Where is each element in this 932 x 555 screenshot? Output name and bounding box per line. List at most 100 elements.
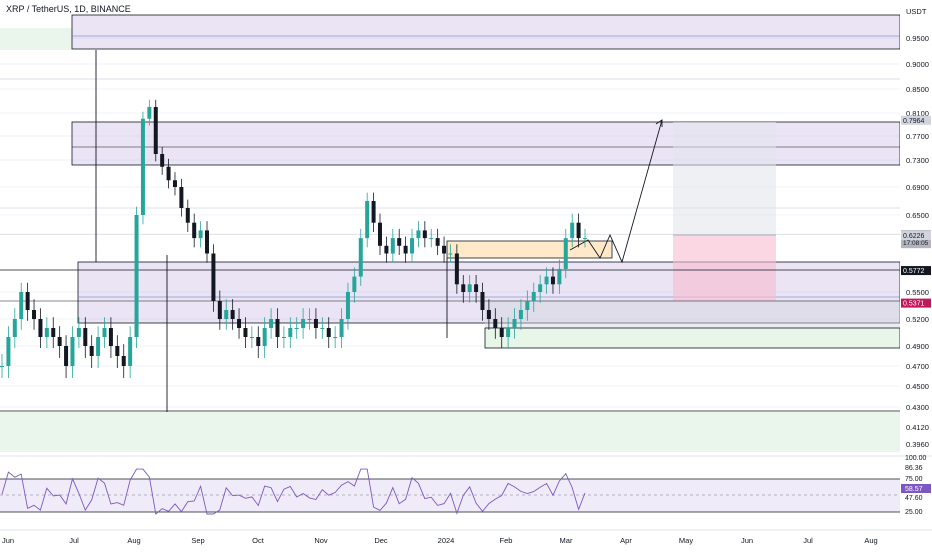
candle-body — [70, 337, 75, 366]
rsi-tick-label: 25.00 — [905, 509, 923, 516]
projection-arrowhead — [655, 119, 663, 127]
price-grid — [0, 37, 900, 445]
rsi-line — [1, 468, 586, 515]
candle-body — [25, 292, 30, 310]
candle-body — [570, 222, 575, 239]
rsi-band — [0, 479, 900, 512]
candle-body — [557, 268, 562, 285]
candle-body — [429, 238, 434, 240]
candle-body — [179, 187, 184, 208]
candle-body — [384, 245, 389, 254]
date-tick-label: Feb — [500, 536, 513, 545]
price-tick-label: 0.6500 — [906, 211, 929, 220]
date-tick-label: Apr — [620, 536, 632, 545]
candle-body — [390, 238, 395, 254]
candle-body — [377, 222, 382, 246]
price-tick-label: 0.7300 — [906, 156, 929, 165]
candle-body — [198, 230, 203, 239]
target-gray-box[interactable] — [673, 122, 776, 235]
price-badge-label: 0.5772 — [903, 268, 925, 275]
currency-label[interactable]: USDT — [906, 7, 927, 16]
candle-body — [147, 107, 152, 119]
price-badge-label: 0.6226 — [903, 233, 925, 240]
date-tick-label: Jul — [69, 536, 79, 545]
candle-body — [115, 346, 120, 356]
price-tick-label: 0.6900 — [906, 183, 929, 192]
date-tick-label: Dec — [374, 536, 388, 545]
gray-zone-right — [485, 300, 900, 328]
price-tick-label: 0.5200 — [906, 315, 929, 324]
date-tick-label: Jul — [803, 536, 813, 545]
candle-body — [448, 253, 453, 255]
candle-body — [172, 180, 177, 187]
rsi-tick-label: 75.00 — [905, 476, 923, 483]
candle-body — [121, 356, 126, 366]
candle-body — [153, 107, 158, 154]
rsi-value-badge — [901, 484, 931, 493]
candle-body — [134, 215, 139, 337]
stop-red-box[interactable] — [673, 235, 776, 301]
price-tick-label: 0.4300 — [906, 403, 929, 412]
candle-body — [166, 166, 171, 181]
price-tick-label: 0.4500 — [906, 382, 929, 391]
candle-body — [281, 337, 286, 338]
candle-body — [461, 284, 466, 292]
date-tick-label: Aug — [127, 536, 140, 545]
price-tick-label: 0.9000 — [906, 60, 929, 69]
candle-body — [51, 328, 56, 337]
price-tick-label: 0.4900 — [906, 342, 929, 351]
candle-body — [397, 238, 402, 246]
candle-body — [102, 328, 107, 337]
candle-body — [499, 328, 504, 337]
candle-body — [506, 328, 511, 337]
candle-body — [217, 301, 222, 319]
price-badge — [901, 298, 931, 308]
candle-body — [339, 319, 344, 337]
date-tick-label: Oct — [252, 536, 265, 545]
price-tick-label: 0.8500 — [906, 85, 929, 94]
candle-body — [345, 292, 350, 319]
candle-body — [275, 319, 280, 337]
candle-body — [6, 337, 11, 366]
green-zone-lower[interactable] — [484, 327, 901, 349]
price-axis-labels: 0.9500 0.9000 0.8500 0.8100 0.7700 0.7300 0.69… — [906, 34, 929, 449]
candle-body — [544, 276, 549, 285]
price-badge — [901, 266, 931, 276]
green-zone-top-left — [0, 28, 72, 50]
candle-body — [64, 346, 69, 366]
symbol-title[interactable]: XRP / TetherUS, 1D, BINANCE — [6, 4, 131, 14]
candle-body — [583, 238, 587, 240]
date-tick-label: Sep — [191, 536, 204, 545]
drawing-zones[interactable] — [0, 14, 901, 452]
date-axis-labels[interactable]: Jun Jul Aug Sep Oct Nov Dec 2024 Feb Mar Apr May Jun… — [2, 536, 878, 545]
rsi-pane[interactable] — [0, 455, 932, 515]
price-tick-label: 0.8100 — [906, 109, 929, 118]
candle-body — [518, 310, 523, 319]
candle-body — [237, 319, 242, 328]
candle-body — [365, 201, 370, 239]
candle-body — [474, 284, 479, 292]
candle-body — [333, 337, 338, 338]
candle-body — [512, 319, 517, 328]
price-tick-label: 0.4700 — [906, 362, 929, 371]
date-tick-label: Aug — [864, 536, 877, 545]
rsi-tick-label: 47.60 — [905, 495, 923, 502]
candle-body — [256, 337, 261, 346]
price-tick-label: 0.4120 — [906, 423, 929, 432]
price-tick-label: 0.9500 — [906, 34, 929, 43]
countdown-label: 17:08:05 — [903, 240, 929, 247]
price-badge-label: 0.5371 — [903, 301, 925, 308]
rsi-tick-label: 58.57 — [905, 486, 923, 493]
candle-body — [243, 328, 248, 337]
candle-body — [294, 328, 299, 329]
green-zone-bottom — [0, 412, 900, 452]
price-badge — [901, 115, 931, 125]
orange-zone[interactable] — [446, 240, 613, 259]
candle-body — [467, 284, 472, 292]
candle-body — [454, 253, 459, 285]
purple-zone-top[interactable] — [71, 14, 901, 50]
candle-body — [531, 292, 536, 301]
candle-body — [301, 319, 306, 328]
